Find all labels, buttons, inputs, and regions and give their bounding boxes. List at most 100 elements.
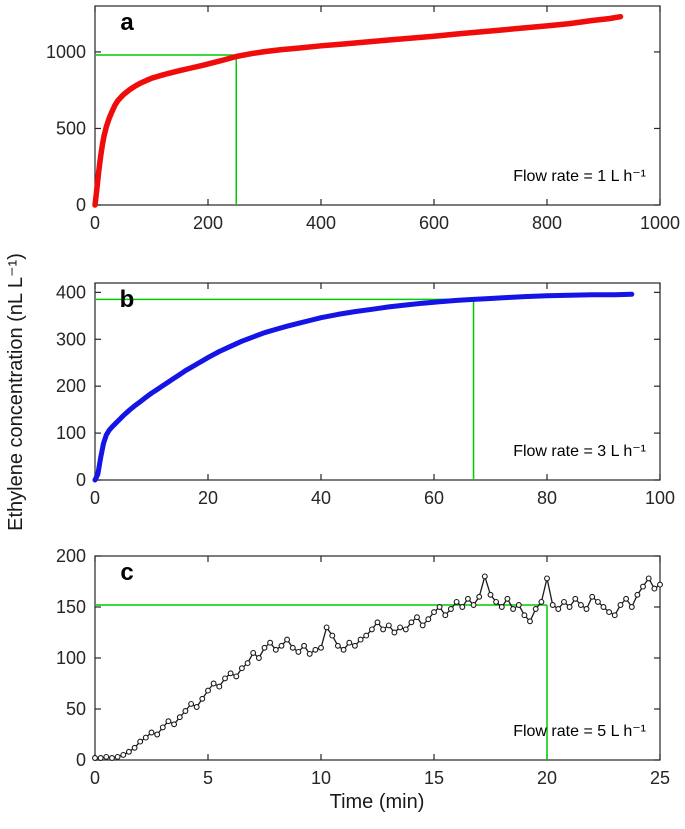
x-tick-label: 1000	[640, 213, 680, 233]
data-point-marker	[640, 583, 646, 590]
data-point-marker	[131, 744, 138, 751]
data-point-marker	[109, 755, 115, 761]
x-tick-label: 100	[645, 488, 675, 508]
data-point-marker	[549, 602, 556, 608]
series-markers-ethylene-5Lh	[92, 573, 663, 761]
panel-letter-a: a	[120, 9, 134, 36]
data-point-marker	[295, 648, 302, 655]
data-point-marker	[634, 591, 641, 598]
x-tick-label: 80	[537, 488, 557, 508]
data-point-marker	[419, 622, 426, 629]
data-point-marker	[205, 687, 211, 694]
x-tick-label: 25	[650, 768, 670, 788]
x-tick-label: 40	[311, 488, 331, 508]
data-point-marker	[188, 700, 195, 707]
flow-rate-annotation-b: Flow rate = 3 L h⁻¹	[513, 443, 646, 460]
data-point-marker	[261, 644, 268, 651]
data-point-marker	[555, 606, 562, 612]
data-point-marker	[476, 593, 483, 600]
y-tick-label: 300	[56, 329, 86, 349]
data-point-marker	[645, 575, 652, 582]
x-tick-label: 400	[306, 213, 336, 233]
data-point-marker	[481, 573, 488, 580]
data-point-marker	[611, 612, 618, 619]
x-tick-label: 0	[90, 488, 100, 508]
data-point-marker	[340, 646, 347, 653]
x-tick-label: 600	[419, 213, 449, 233]
plot-box	[94, 282, 661, 481]
data-point-marker	[385, 622, 392, 629]
data-point-marker	[312, 646, 319, 653]
data-point-marker	[521, 612, 528, 619]
data-point-marker	[318, 644, 324, 651]
data-point-marker	[583, 606, 590, 612]
y-tick-label: 500	[56, 118, 86, 138]
y-tick-label: 50	[66, 699, 86, 719]
series-line-ethylene-3Lh	[92, 291, 635, 483]
data-point-marker	[272, 646, 279, 653]
panel-a: 0 200 400 600 800 1000 0 500 1000 Flow rate = 1 L…	[46, 5, 680, 233]
x-tick-label: 200	[193, 213, 223, 233]
y-tick-label: 0	[76, 470, 86, 490]
data-point-marker	[515, 602, 522, 608]
data-point-marker	[154, 731, 161, 738]
data-point-marker	[233, 673, 240, 680]
y-tick-label: 0	[76, 750, 86, 770]
data-point-marker	[391, 629, 398, 636]
x-tick-label: 20	[537, 768, 557, 788]
data-point-marker	[301, 642, 308, 649]
y-tick-label: 100	[56, 423, 86, 443]
data-point-marker	[142, 734, 149, 741]
data-point-marker	[544, 575, 550, 582]
data-point-marker	[498, 604, 505, 610]
flow-rate-annotation-c: Flow rate = 5 L h⁻¹	[513, 723, 646, 740]
data-point-marker	[577, 602, 584, 608]
panel-b: 0 20 40 60 80 100 0 100 200 300 400 Flow rate = 3 L…	[56, 282, 675, 508]
data-point-marker	[493, 598, 500, 605]
data-point-marker	[357, 636, 364, 643]
data-point-marker	[289, 644, 296, 651]
data-point-marker	[222, 675, 228, 682]
data-point-marker	[103, 753, 110, 760]
data-point-marker	[255, 655, 262, 661]
data-point-marker	[628, 604, 635, 610]
x-axis-label: Time (min)	[330, 791, 425, 813]
panel-c: 0 5 10 15 20 25 0 50 100 150 200 Flow rate = 5 L h⁻…	[56, 546, 670, 788]
data-point-marker	[442, 612, 449, 619]
data-point-marker	[561, 598, 567, 605]
data-point-marker	[572, 595, 579, 602]
data-point-marker	[227, 670, 234, 677]
data-point-marker	[425, 616, 432, 623]
data-point-marker	[453, 598, 460, 605]
y-tick-label: 1000	[46, 42, 86, 62]
data-point-marker	[402, 626, 409, 633]
data-point-marker	[606, 609, 613, 616]
data-point-marker	[657, 581, 663, 588]
data-point-marker	[589, 593, 596, 600]
data-point-marker	[651, 585, 658, 592]
data-point-marker	[380, 626, 387, 633]
data-point-marker	[617, 602, 624, 608]
data-point-marker	[171, 721, 178, 728]
x-tick-label: 800	[532, 213, 562, 233]
data-point-marker	[176, 714, 183, 721]
data-point-marker	[329, 632, 336, 639]
x-tick-label: 15	[424, 768, 444, 788]
data-point-marker	[397, 624, 404, 631]
data-point-marker	[510, 606, 517, 612]
x-tick-label: 10	[311, 768, 331, 788]
data-point-marker	[459, 604, 466, 610]
data-point-marker	[447, 606, 454, 612]
data-point-marker	[250, 649, 257, 656]
data-point-marker	[374, 619, 381, 626]
x-tick-label: 0	[90, 213, 100, 233]
data-point-marker	[165, 718, 172, 725]
data-point-marker	[182, 708, 189, 714]
y-tick-label: 200	[56, 376, 86, 396]
data-point-marker	[351, 642, 358, 649]
data-point-marker	[137, 738, 144, 745]
data-point-marker	[623, 595, 630, 602]
data-point-marker	[431, 609, 437, 616]
